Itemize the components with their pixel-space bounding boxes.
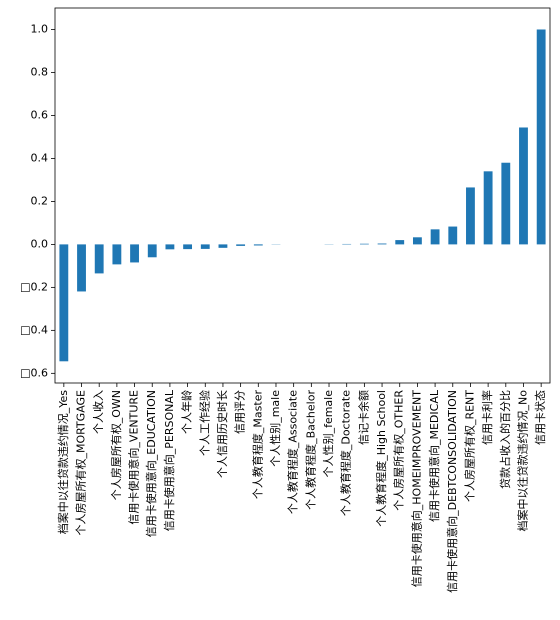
x-tick-label: 信用卡使用意向_PERSONAL — [162, 389, 176, 531]
x-tick-label: 信用卡使用意向_VENTURE — [127, 390, 141, 525]
bar — [165, 244, 175, 250]
x-tick-label: 信用卡利率 — [480, 390, 494, 445]
bar — [200, 244, 210, 249]
bar — [112, 244, 122, 265]
bar — [59, 244, 69, 362]
bar — [236, 244, 246, 246]
y-tick-label: □0.2 — [20, 280, 48, 293]
x-tick-label: 信用卡使用意向_HOMEIMPROVEMENT — [409, 390, 423, 587]
bar — [536, 29, 546, 245]
y-tick-label: 0.2 — [31, 194, 49, 207]
x-tick-label: 个人教育程度_High School — [374, 390, 388, 527]
x-tick-label: 贷款占收入的百分比 — [498, 390, 512, 489]
bar — [130, 244, 139, 263]
plot-frame — [54, 7, 551, 384]
x-tick-label: 个人性别_female — [321, 390, 335, 478]
bar — [430, 229, 440, 245]
bar — [483, 171, 493, 245]
x-tick-label: 个人教育程度_Bachelor — [303, 390, 317, 510]
x-tick-label: 个人教育程度_Associate — [286, 390, 300, 514]
x-tick-label: 个人信用历史时长 — [216, 390, 229, 478]
x-tick-label: 信用卡使用意向_MEDICAL — [427, 389, 441, 522]
bar — [501, 162, 511, 245]
x-tick-label: 个人房屋所有权_OWN — [109, 390, 123, 500]
bar — [466, 187, 475, 245]
bar — [253, 244, 263, 246]
x-tick-label: 信用卡状态 — [533, 390, 547, 445]
bar — [77, 244, 86, 292]
x-tick-label: 信用评分 — [234, 390, 247, 434]
bar — [377, 243, 387, 245]
x-tick-label: 个人房屋所有权_RENT — [462, 390, 476, 502]
x-tick-label: 个人工作经验 — [197, 390, 211, 456]
x-tick-label: 个人房屋所有权_OTHER — [392, 390, 406, 511]
y-tick-label: 0.6 — [31, 108, 49, 121]
x-tick-label: 个人房屋所有权_MORTGAGE — [74, 390, 88, 536]
bar — [448, 226, 458, 245]
y-tick-label: □0.6 — [20, 366, 48, 379]
y-tick-label: 0.0 — [31, 237, 49, 250]
x-tick-label: 信用卡使用意向_DEBTCONSOLIDATION — [445, 390, 459, 593]
bar — [218, 244, 228, 248]
x-tick-label: 档案中以往贷款违约情况_No — [515, 390, 529, 532]
y-tick-label: 1.0 — [31, 22, 49, 35]
x-tick-label: 个人收入 — [91, 390, 105, 434]
bar — [359, 243, 369, 245]
y-tick-label: 0.8 — [31, 65, 49, 78]
x-tick-label: 个人教育程度_Doctorate — [339, 390, 353, 516]
y-tick-label: 0.4 — [31, 151, 49, 164]
bar — [94, 244, 104, 274]
x-tick-label: 信用卡使用意向_EDUCATION — [144, 390, 158, 537]
x-tick-label: 信记卡余额 — [356, 390, 370, 445]
x-tick-label: 个人性别_male — [268, 390, 282, 467]
bar — [395, 240, 405, 245]
y-tick-label: □0.4 — [20, 323, 48, 336]
bar — [519, 127, 528, 245]
x-tick-label: 档案中以往贷款违约情况_Yes — [56, 390, 70, 535]
bar — [183, 244, 193, 250]
bar — [147, 244, 157, 258]
x-tick-label: 个人年龄 — [180, 390, 194, 434]
bar — [412, 237, 422, 245]
x-tick-label: 个人教育程度_Master — [250, 390, 264, 500]
